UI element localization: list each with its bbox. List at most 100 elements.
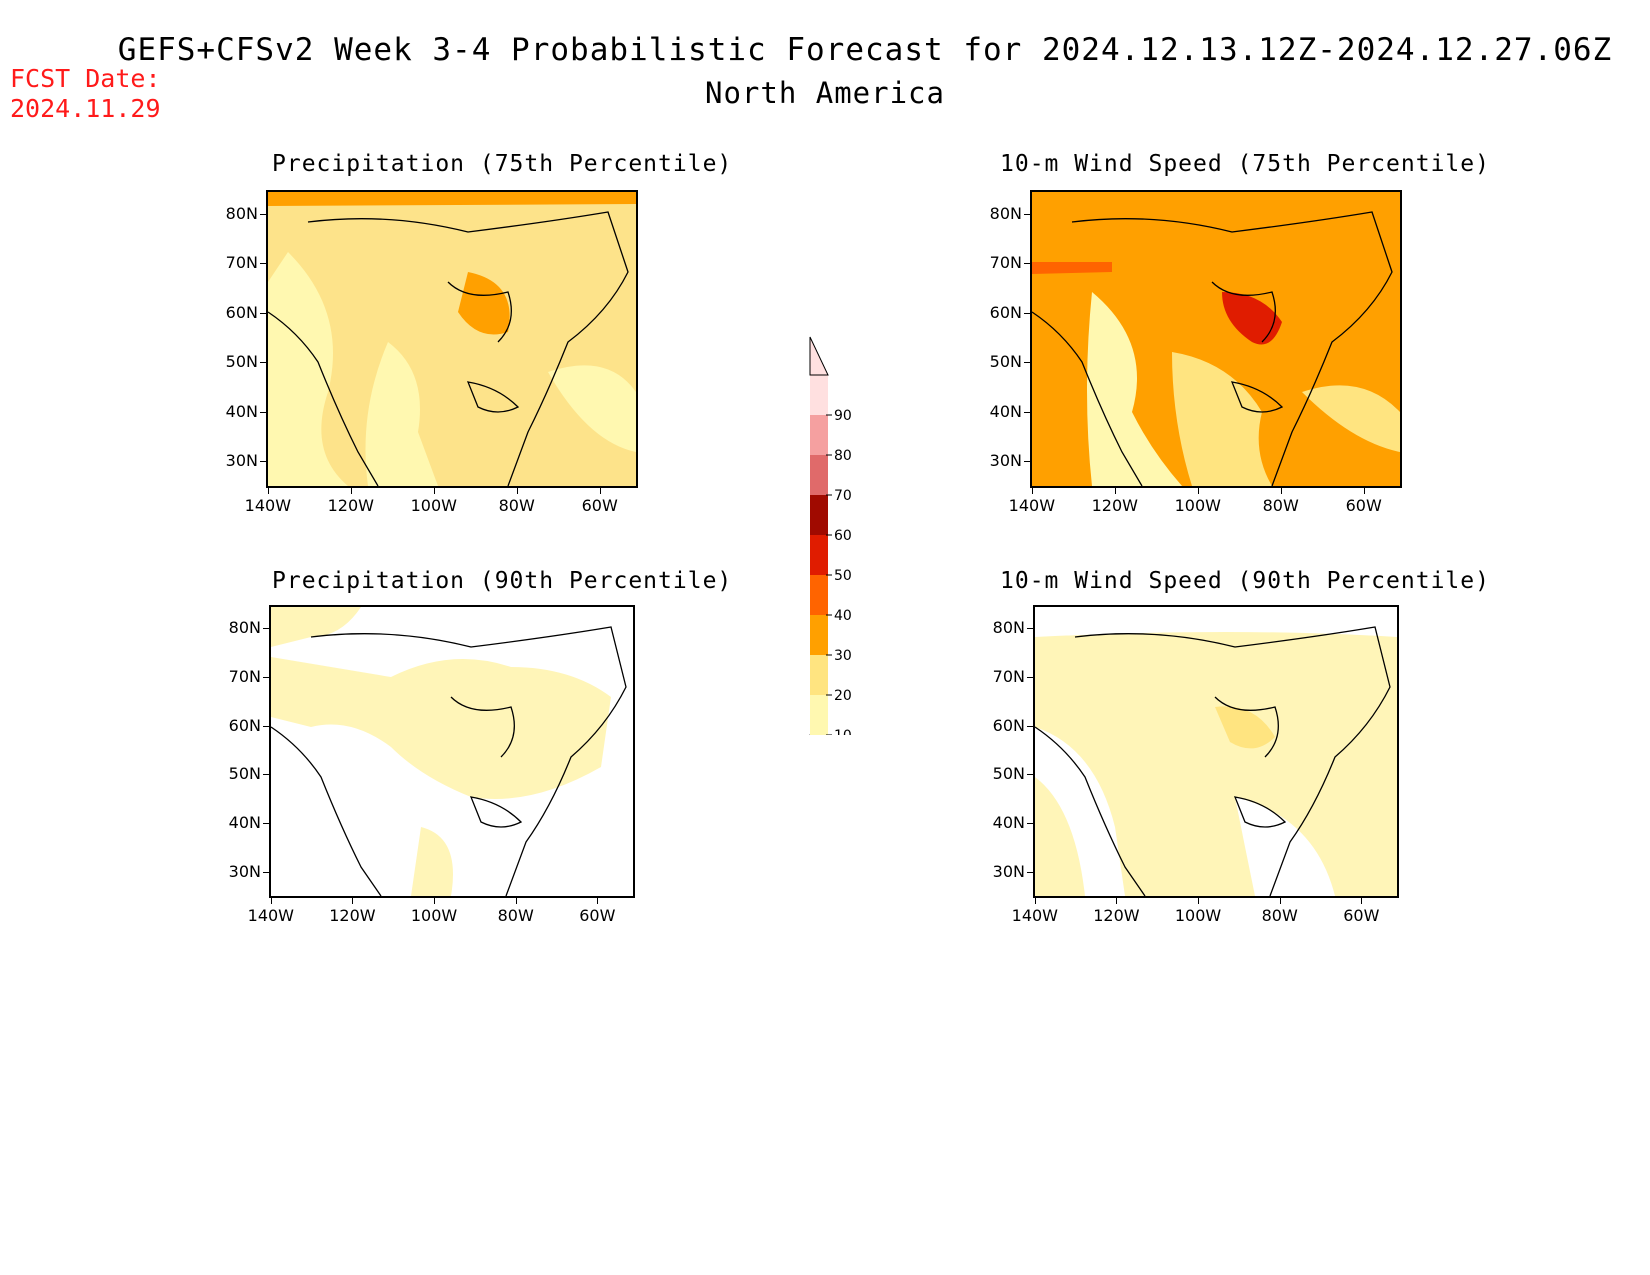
lon-tick	[1114, 488, 1116, 494]
colorbar-swatch	[810, 535, 828, 575]
lon-label: 80W	[1262, 496, 1299, 515]
colorbar-label: 40	[834, 608, 852, 624]
lat-tick	[1024, 411, 1030, 413]
lon-tick	[352, 898, 354, 904]
lat-label: 60N	[225, 302, 258, 322]
lon-label: 120W	[329, 906, 376, 925]
lat-tick	[260, 213, 266, 215]
lat-label: 80N	[228, 618, 261, 638]
map-precip-90	[269, 605, 635, 898]
lat-tick	[1024, 362, 1030, 364]
lat-tick	[1024, 461, 1030, 463]
lon-label: 80W	[497, 906, 534, 925]
lat-label: 30N	[992, 861, 1025, 881]
lon-label: 100W	[1174, 906, 1222, 925]
lat-label: 30N	[225, 451, 258, 471]
lon-label: 80W	[498, 496, 535, 515]
lat-label: 50N	[992, 764, 1025, 784]
colorbar-label: 80	[834, 448, 852, 464]
lat-tick	[263, 822, 269, 824]
map-wind-90	[1033, 605, 1399, 898]
lon-label: 100W	[1174, 496, 1221, 515]
fcst-date-value: 2024.11.29	[10, 94, 161, 123]
panel-title-wind-90: 10-m Wind Speed (90th Percentile)	[1000, 568, 1490, 594]
colorbar-swatch	[810, 495, 828, 535]
lon-tick	[1197, 488, 1199, 494]
colorbar-label: 20	[834, 688, 852, 704]
lat-label: 70N	[992, 667, 1025, 687]
lat-tick	[260, 461, 266, 463]
lon-tick	[1280, 488, 1282, 494]
lat-label: 60N	[992, 715, 1025, 735]
lat-label: 40N	[225, 401, 258, 421]
panel-title-precip-75: Precipitation (75th Percentile)	[272, 151, 733, 177]
lon-label: 100W	[410, 496, 457, 515]
panel-title-precip-90: Precipitation (90th Percentile)	[272, 568, 733, 594]
lat-label: 80N	[992, 618, 1025, 638]
colorbar-label: 30	[834, 648, 852, 664]
lon-label: 120W	[327, 496, 374, 515]
lat-label: 80N	[225, 203, 258, 223]
panel-title-wind-75: 10-m Wind Speed (75th Percentile)	[1000, 151, 1490, 177]
colorbar-label: 50	[834, 568, 852, 584]
lat-tick	[263, 871, 269, 873]
lon-tick	[1279, 898, 1281, 904]
lat-label: 30N	[989, 451, 1022, 471]
lat-tick	[263, 774, 269, 776]
colorbar-label: 70	[834, 488, 852, 504]
figure-subtitle: North America	[705, 76, 945, 110]
lon-label: 60W	[579, 906, 616, 925]
lat-label: 80N	[989, 203, 1022, 223]
colorbar-label: 10	[834, 728, 852, 735]
lat-label: 50N	[225, 352, 258, 372]
lat-label: 60N	[989, 302, 1022, 322]
fcst-date-label: FCST Date:	[10, 64, 161, 93]
colorbar-swatch	[810, 575, 828, 615]
lat-label: 70N	[225, 253, 258, 273]
colorbar-swatch	[810, 415, 828, 455]
lon-tick	[597, 898, 599, 904]
lon-tick	[434, 898, 436, 904]
lat-tick	[263, 725, 269, 727]
lat-label: 50N	[989, 352, 1022, 372]
lat-tick	[260, 263, 266, 265]
lon-tick	[1116, 898, 1118, 904]
lon-tick	[599, 488, 601, 494]
lon-label: 140W	[1011, 906, 1058, 925]
lat-tick	[1027, 677, 1033, 679]
lat-tick	[1027, 628, 1033, 630]
lat-tick	[263, 677, 269, 679]
lon-label: 140W	[244, 496, 292, 515]
lat-label: 70N	[989, 253, 1022, 273]
lat-tick	[263, 628, 269, 630]
colorbar: 10 20 30 40 50 60 70 80 90	[809, 336, 852, 735]
figure-title: GEFS+CFSv2 Week 3-4 Probabilistic Foreca…	[117, 32, 1613, 68]
lat-tick	[260, 411, 266, 413]
lon-tick	[516, 488, 518, 494]
lon-tick	[515, 898, 517, 904]
lat-label: 70N	[228, 667, 261, 687]
lat-label: 40N	[992, 812, 1025, 832]
lon-tick	[1361, 898, 1363, 904]
colorbar-swatch	[810, 455, 828, 495]
lon-label: 80W	[1261, 906, 1298, 925]
lon-tick	[1034, 898, 1036, 904]
lat-tick	[1027, 774, 1033, 776]
lat-label: 30N	[228, 861, 261, 881]
lat-tick	[260, 312, 266, 314]
lon-label: 60W	[1343, 906, 1380, 925]
lat-label: 40N	[989, 401, 1022, 421]
lon-tick	[267, 488, 269, 494]
lon-label: 60W	[581, 496, 618, 515]
lat-tick	[1024, 263, 1030, 265]
lon-tick	[350, 488, 352, 494]
lat-label: 60N	[228, 715, 261, 735]
lon-tick	[1198, 898, 1200, 904]
lat-tick	[1024, 213, 1030, 215]
lon-tick	[1031, 488, 1033, 494]
lon-tick	[1363, 488, 1365, 494]
colorbar-swatch	[810, 655, 828, 695]
lat-tick	[1027, 725, 1033, 727]
colorbar-swatch	[810, 695, 828, 735]
lat-tick	[1027, 822, 1033, 824]
